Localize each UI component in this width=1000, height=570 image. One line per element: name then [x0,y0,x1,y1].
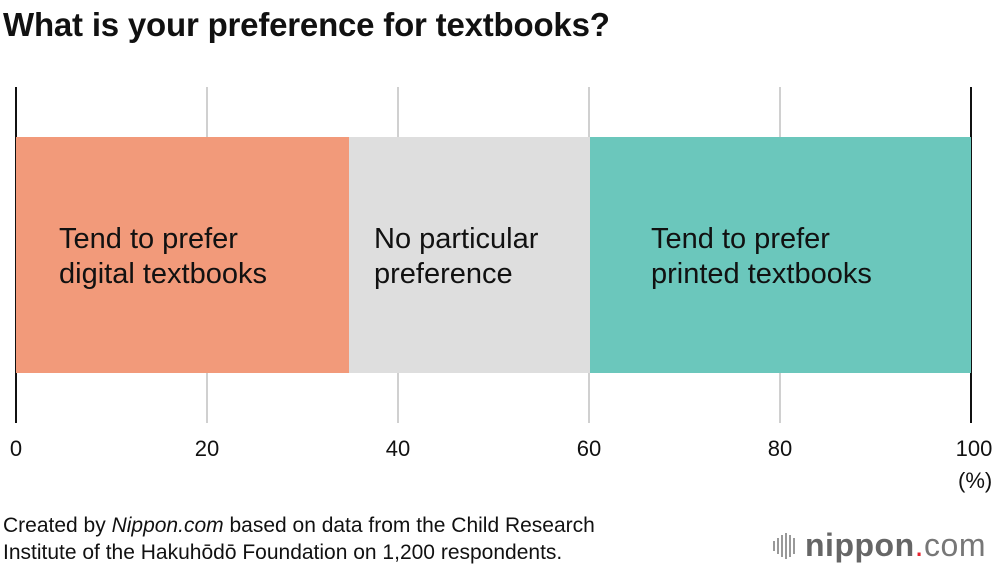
source-note: Created by Nippon.com based on data from… [3,512,595,566]
segment-label-printed: Tend to prefer printed textbooks [651,223,872,290]
x-tick-20: 20 [194,436,220,461]
bar-segment-printed [590,137,971,373]
segment-label-digital: Tend to prefer digital textbooks [59,223,267,290]
x-tick-80: 80 [767,436,793,461]
logo-tld: com [924,527,986,563]
logo-name: nippon [805,527,915,563]
x-axis-unit: (%) [958,468,993,493]
segment-label-no-preference: No particular preference [374,223,539,290]
x-tick-60: 60 [576,436,602,461]
axis-line-100 [970,87,972,423]
bar-segment-digital [16,137,349,373]
chart-title: What is your preference for textbooks? [3,6,610,43]
source-suffix: based on data from the Child Research [223,514,595,537]
bar-segment-no-preference [349,137,590,373]
x-tick-40: 40 [385,436,411,461]
x-tick-0: 0 [9,436,23,461]
logo-dot: . [914,527,925,563]
source-brand: Nippon.com [111,514,224,537]
source-prefix: Created by [3,514,112,537]
sound-wave-icon [773,532,795,559]
source-line2: Institute of the Hakuhōdō Foundation on … [3,541,563,564]
nippon-logo: nippon.com [773,527,986,564]
x-tick-100: 100 [955,436,993,461]
